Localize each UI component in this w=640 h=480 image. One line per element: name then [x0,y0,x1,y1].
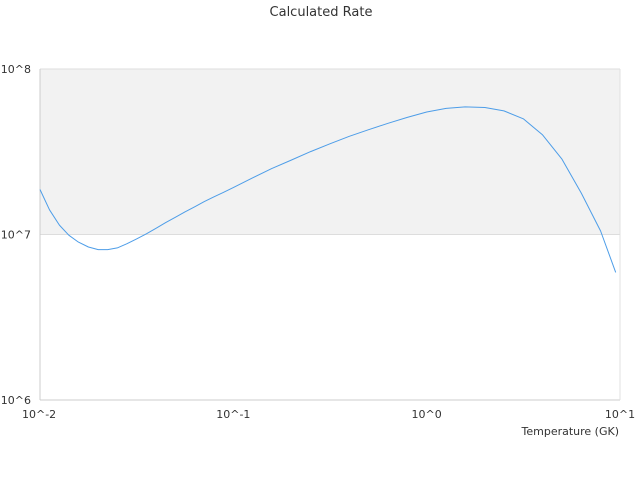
y-tick-label: 10^8 [1,63,31,76]
tick-labels: 10^-2 10^-1 10^0 10^1 10^6 10^7 10^8 [1,63,635,421]
plot-band-0 [40,234,620,400]
series-line [39,106,617,273]
x-tick-label: 10^-2 [22,408,56,421]
x-tick-label: 10^-1 [216,408,250,421]
axes [39,69,621,401]
chart-title: Calculated Rate [270,5,373,20]
x-tick-label: 10^0 [412,408,442,421]
x-axis-title: Temperature (GK) [521,425,620,438]
plot-band-1 [40,69,620,235]
x-tick-label: 10^1 [605,408,635,421]
y-tick-label: 10^6 [1,394,31,407]
plot-area-background [40,69,620,400]
y-tick-label: 10^7 [1,229,31,242]
series-layer [39,106,617,273]
